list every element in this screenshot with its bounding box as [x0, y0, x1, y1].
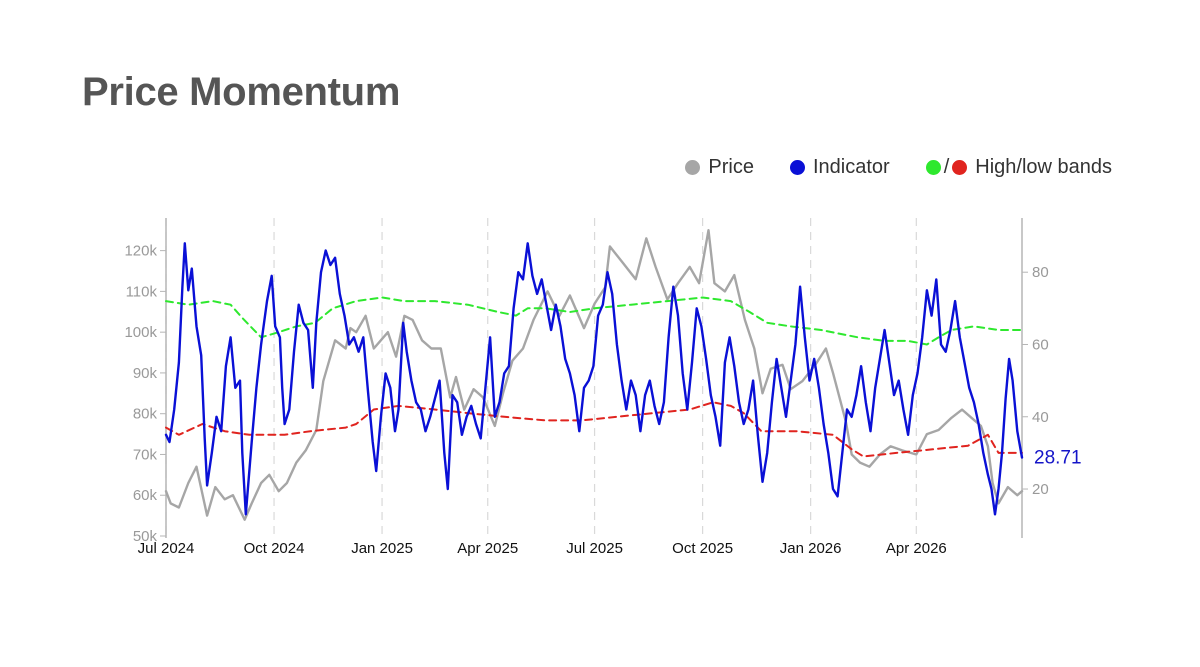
low-band-legend-dot-icon — [952, 159, 968, 175]
x-tick-label: Jan 2026 — [780, 540, 842, 557]
x-tick-label: Apr 2026 — [886, 540, 947, 557]
x-tick-label: Apr 2025 — [457, 540, 518, 557]
legend-bands-separator: / — [943, 155, 950, 178]
last-indicator-value-label: 28.71 — [1034, 448, 1082, 469]
price-legend-dot-icon — [685, 159, 701, 175]
x-tick-label: Jul 2024 — [138, 540, 195, 557]
legend-label-price: Price — [708, 155, 754, 178]
y-left-tick-label: 60k — [133, 487, 158, 504]
chart-title: Price Momentum — [82, 70, 401, 114]
x-tick-label: Jul 2025 — [566, 540, 623, 557]
y-right-tick-label: 40 — [1032, 409, 1049, 426]
x-tick-label: Oct 2025 — [672, 540, 733, 557]
indicator-line — [164, 242, 1024, 516]
low-band-line — [165, 401, 1023, 458]
chart-legend: Price Indicator / High/low bands — [0, 152, 1112, 182]
indicator-legend-dot-icon — [789, 159, 805, 175]
legend-label-bands: High/low bands — [975, 155, 1112, 178]
y-left-tick-label: 120k — [124, 243, 157, 260]
y-left-tick-label: 80k — [133, 406, 158, 423]
legend-label-indicator: Indicator — [812, 155, 890, 178]
legend-item-indicator[interactable]: Indicator — [789, 155, 890, 179]
x-tick-label: Oct 2024 — [244, 540, 305, 557]
legend-item-price[interactable]: Price — [685, 156, 754, 179]
x-tick-label: Jan 2025 — [351, 540, 413, 557]
high-band-legend-dot-icon — [925, 159, 941, 175]
legend-item-bands[interactable]: / High/low bands — [925, 155, 1112, 179]
y-left-tick-label: 70k — [133, 446, 158, 463]
y-left-tick-label: 50k — [133, 528, 158, 545]
y-right-tick-label: 20 — [1032, 481, 1049, 498]
y-right-tick-label: 60 — [1032, 336, 1049, 353]
y-left-tick-label: 100k — [124, 324, 157, 341]
y-left-tick-label: 110k — [126, 283, 158, 300]
y-left-tick-label: 90k — [133, 365, 158, 382]
y-right-tick-label: 80 — [1032, 264, 1049, 281]
